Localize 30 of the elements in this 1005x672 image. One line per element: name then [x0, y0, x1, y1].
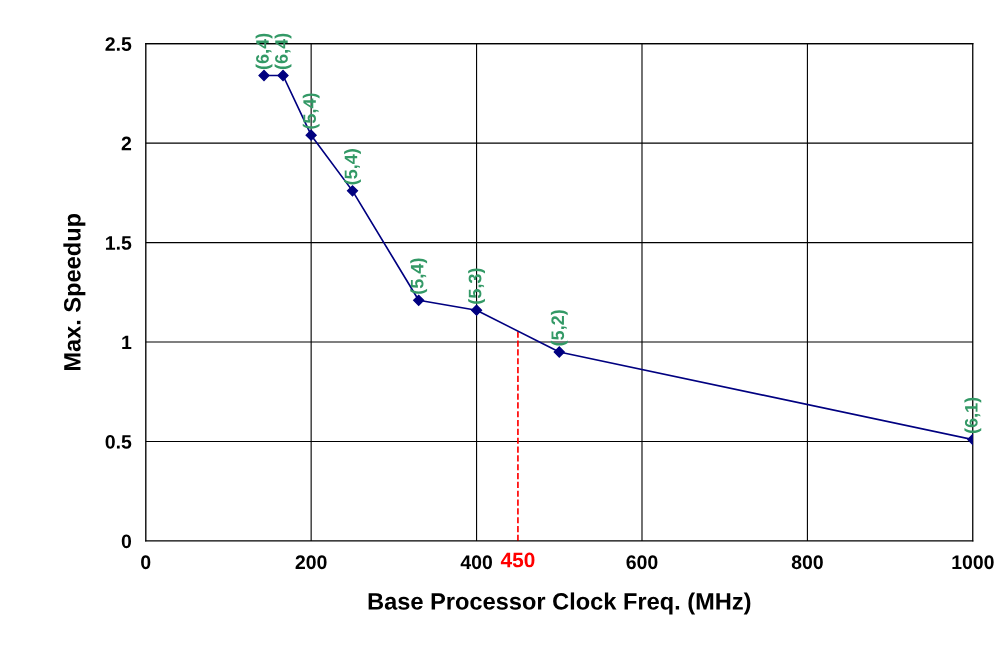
x-tick-label: 200 — [295, 555, 327, 570]
point — [553, 346, 565, 358]
x-tick-label: 600 — [626, 555, 658, 570]
x-axis-title: Base Processor Clock Freq. (MHz) — [368, 592, 751, 615]
y-tick-label: 2 — [121, 136, 132, 151]
point — [346, 185, 359, 197]
annotation: (5,3) — [468, 268, 485, 304]
annotation: (6,4) — [274, 33, 292, 70]
annotation: (5,4) — [344, 149, 361, 185]
point — [277, 69, 289, 82]
y-tick-label: 2.5 — [105, 37, 132, 51]
y-tick-label: 1.5 — [106, 236, 132, 250]
x-tick-label: 1000 — [952, 555, 994, 570]
y-tick-label: 0.5 — [105, 434, 132, 449]
annotation: (6,1) — [964, 397, 982, 434]
annotation: (5,4) — [302, 93, 320, 129]
annotation: (6,4) — [255, 33, 273, 70]
point — [413, 294, 425, 306]
x-tick-label: 400 — [460, 555, 492, 570]
x-tick-label: 800 — [791, 555, 823, 570]
point — [258, 69, 270, 82]
y-tick-label: 1 — [122, 335, 132, 350]
annotation: (5,4) — [410, 258, 428, 294]
point — [470, 304, 483, 316]
y-axis-title: Max. Speedup — [63, 213, 86, 371]
annotation: (5,2) — [550, 310, 568, 346]
point — [305, 129, 317, 141]
y-tick-label: 0 — [121, 534, 132, 549]
ref-line-label: 450 — [500, 552, 535, 568]
x-tick-label: 0 — [141, 555, 151, 570]
